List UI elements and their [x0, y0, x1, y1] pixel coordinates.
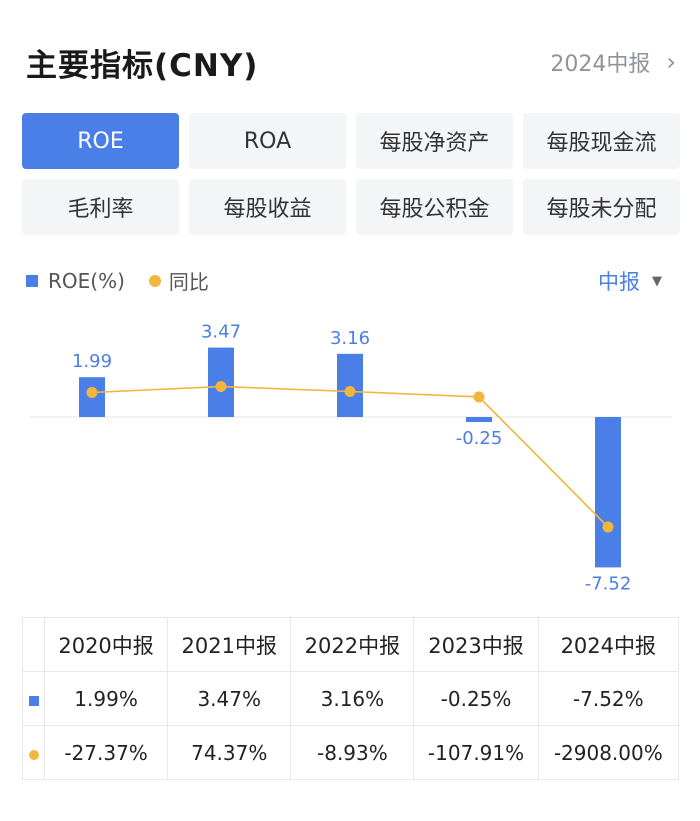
table-header-cell: 2022中报 — [290, 617, 415, 672]
table-cell: 74.37% — [167, 725, 292, 780]
tab-eps[interactable]: 每股收益 — [189, 179, 346, 235]
table-header-cell: 2020中报 — [43, 617, 169, 672]
table-cell: -107.91% — [413, 725, 539, 780]
table-row-roe: 1.99% 3.47% 3.16% -0.25% -7.52% — [22, 671, 680, 726]
tab-capital-reserve-per-share[interactable]: 每股公积金 — [356, 179, 513, 235]
table-header-cell: 2023中报 — [413, 617, 539, 672]
yoy-point — [344, 385, 356, 397]
period-link-label: 2024中报 — [550, 52, 651, 77]
roe-bar — [337, 353, 363, 417]
legend-bar-label: ROE(%) — [48, 268, 125, 293]
tab-undistributed-per-share[interactable]: 每股未分配 — [523, 179, 680, 235]
table-cell: -8.93% — [290, 725, 415, 780]
legend-line-label: 同比 — [168, 270, 209, 294]
table-cell: 3.16% — [290, 671, 415, 726]
period-link[interactable]: 2024中报 › — [550, 46, 676, 78]
period-select-label: 中报 — [598, 270, 640, 294]
yoy-point — [473, 391, 485, 403]
dot-marker-icon — [28, 749, 39, 760]
yoy-point — [602, 521, 614, 533]
table-cell: -27.37% — [43, 725, 169, 780]
roe-bar-label: -7.52 — [585, 573, 632, 594]
bar-legend-swatch — [26, 274, 38, 287]
yoy-point — [86, 387, 98, 399]
table-header-cell: 2024中报 — [537, 617, 680, 672]
metric-tabs: ROE ROA 每股净资产 每股现金流 毛利率 每股收益 每股公积金 每股未分配 — [22, 113, 680, 235]
table-cell: -2908.00% — [537, 725, 680, 780]
table-header-cell: 2021中报 — [167, 617, 292, 672]
table-row-yoy: -27.37% 74.37% -8.93% -107.91% -2908.00% — [22, 725, 680, 780]
tab-cash-flow-per-share[interactable]: 每股现金流 — [523, 113, 680, 169]
table-cell: -0.25% — [413, 671, 539, 726]
roe-bar-label: 3.47 — [201, 322, 241, 343]
roe-bar-label: 3.16 — [330, 328, 370, 349]
data-table: 2020中报 2021中报 2022中报 2023中报 2024中报 1.99%… — [22, 617, 680, 780]
roe-bar-label: 1.99 — [72, 351, 112, 372]
roe-bar-label: -0.25 — [456, 428, 503, 449]
table-header-row: 2020中报 2021中报 2022中报 2023中报 2024中报 — [22, 617, 680, 672]
roe-bar — [595, 417, 621, 568]
period-select[interactable]: 中报 ▼ — [598, 266, 662, 296]
line-legend-swatch — [148, 274, 161, 287]
bar-marker-icon — [28, 695, 39, 706]
table-cell: -7.52% — [537, 671, 680, 726]
page-title: 主要指标(CNY) — [26, 48, 259, 84]
tab-roa[interactable]: ROA — [189, 113, 346, 169]
tab-gross-margin[interactable]: 毛利率 — [22, 179, 179, 235]
roe-row-marker — [22, 671, 45, 726]
yoy-row-marker — [22, 725, 45, 780]
table-cell: 1.99% — [43, 671, 169, 726]
table-cell: 3.47% — [167, 671, 292, 726]
chart-legend: ROE(%) 同比 — [26, 266, 209, 295]
caret-down-icon: ▼ — [652, 273, 662, 289]
roe-chart: 1.99 3.47 3.16 -0.25 -7.52 — [30, 322, 672, 594]
tab-roe[interactable]: ROE — [22, 113, 179, 169]
tab-net-asset-per-share[interactable]: 每股净资产 — [356, 113, 513, 169]
yoy-point — [215, 381, 227, 393]
roe-bar — [466, 417, 492, 422]
table-corner — [22, 617, 45, 672]
chevron-right-icon: › — [666, 48, 676, 76]
header: 主要指标(CNY) 2024中报 › — [0, 0, 700, 110]
